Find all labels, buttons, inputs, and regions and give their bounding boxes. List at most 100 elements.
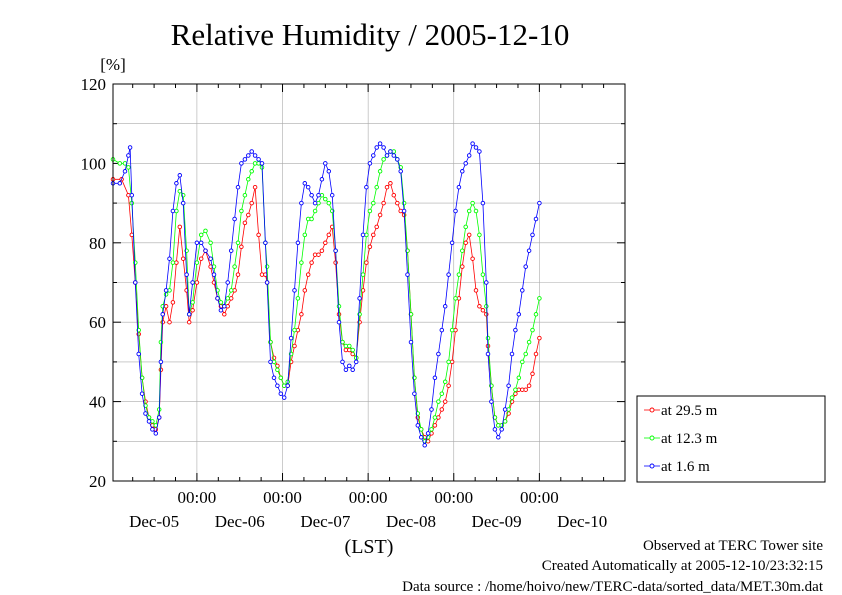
data-point bbox=[509, 395, 515, 400]
data-point bbox=[228, 248, 234, 253]
data-point bbox=[288, 335, 294, 341]
data-point bbox=[377, 141, 383, 146]
data-point bbox=[225, 280, 230, 285]
data-point bbox=[242, 220, 248, 226]
data-point bbox=[537, 296, 542, 301]
legend-marker bbox=[649, 435, 655, 441]
data-point bbox=[198, 240, 204, 246]
data-point bbox=[480, 272, 486, 277]
data-point bbox=[203, 228, 208, 234]
data-point bbox=[299, 200, 304, 206]
data-point bbox=[453, 296, 458, 301]
data-point bbox=[364, 184, 369, 190]
data-point bbox=[533, 351, 539, 357]
data-point bbox=[364, 260, 369, 265]
data-point bbox=[460, 169, 465, 174]
data-point bbox=[319, 177, 325, 182]
data-point bbox=[177, 188, 183, 194]
data-point bbox=[156, 415, 162, 420]
data-point bbox=[442, 304, 448, 309]
data-point bbox=[235, 184, 241, 190]
data-point bbox=[278, 375, 284, 381]
data-point bbox=[463, 161, 468, 166]
data-point bbox=[235, 240, 241, 246]
chart-title: Relative Humidity / 2005-12-10 bbox=[171, 17, 570, 52]
data-point bbox=[513, 387, 518, 392]
data-point bbox=[190, 280, 195, 285]
data-point bbox=[374, 184, 379, 190]
data-point bbox=[292, 288, 297, 293]
data-point bbox=[371, 153, 376, 158]
data-point bbox=[425, 431, 431, 436]
legend-marker bbox=[649, 463, 655, 469]
data-point bbox=[158, 359, 164, 365]
data-point bbox=[126, 165, 131, 170]
data-point bbox=[401, 208, 407, 214]
data-point bbox=[432, 415, 438, 420]
data-point bbox=[446, 272, 451, 277]
data-point bbox=[326, 232, 332, 238]
data-point bbox=[246, 153, 251, 158]
data-point bbox=[456, 272, 462, 277]
y-tick-label: 120 bbox=[81, 75, 107, 94]
data-point bbox=[174, 181, 179, 186]
data-point bbox=[480, 308, 486, 313]
data-point bbox=[460, 264, 465, 269]
data-point bbox=[395, 157, 400, 162]
data-point bbox=[312, 200, 318, 206]
data-point bbox=[381, 145, 386, 150]
data-point bbox=[117, 161, 123, 166]
data-point bbox=[429, 407, 434, 412]
data-point bbox=[374, 145, 379, 150]
data-point bbox=[412, 391, 417, 396]
data-point bbox=[347, 343, 352, 349]
data-series bbox=[110, 141, 542, 448]
data-point bbox=[246, 177, 251, 182]
data-point bbox=[502, 407, 508, 412]
data-point bbox=[186, 319, 192, 325]
data-point bbox=[177, 173, 183, 178]
data-point bbox=[211, 272, 217, 277]
data-point bbox=[295, 296, 301, 301]
data-point bbox=[190, 300, 195, 305]
series-2 bbox=[110, 149, 542, 444]
data-point bbox=[295, 240, 301, 246]
data-point bbox=[160, 312, 165, 317]
data-point bbox=[194, 260, 200, 265]
data-point bbox=[509, 351, 515, 357]
data-point bbox=[264, 264, 270, 269]
x-day-label: Dec-09 bbox=[472, 512, 522, 531]
data-point bbox=[170, 300, 176, 305]
data-point bbox=[225, 296, 230, 301]
data-point bbox=[285, 383, 290, 388]
data-point bbox=[466, 208, 472, 214]
data-point bbox=[146, 419, 152, 424]
data-point bbox=[436, 351, 441, 357]
data-point bbox=[401, 200, 407, 206]
data-point bbox=[316, 252, 321, 257]
y-axis-ticks: 20 40 60 80 100 120 bbox=[81, 75, 625, 491]
data-point bbox=[336, 319, 342, 325]
x-day-label: Dec-10 bbox=[557, 512, 607, 531]
data-point bbox=[466, 232, 472, 238]
data-point bbox=[398, 169, 403, 174]
data-point bbox=[537, 200, 542, 206]
data-point bbox=[326, 200, 332, 206]
data-point bbox=[252, 153, 258, 158]
data-point bbox=[526, 339, 532, 345]
data-point bbox=[190, 308, 195, 313]
data-point bbox=[530, 371, 535, 377]
legend-label: at 12.3 m bbox=[661, 431, 718, 447]
data-point bbox=[126, 153, 131, 158]
data-point bbox=[278, 391, 284, 396]
data-point bbox=[150, 427, 155, 432]
data-point bbox=[208, 240, 213, 246]
data-point bbox=[446, 383, 451, 388]
data-point bbox=[170, 260, 176, 265]
x-tick-label: 00:00 bbox=[349, 488, 388, 507]
data-point bbox=[336, 304, 342, 309]
data-point bbox=[470, 141, 475, 146]
data-point bbox=[242, 157, 248, 162]
legend-label: at 1.6 m bbox=[661, 459, 710, 475]
legend-label: at 29.5 m bbox=[661, 403, 718, 419]
